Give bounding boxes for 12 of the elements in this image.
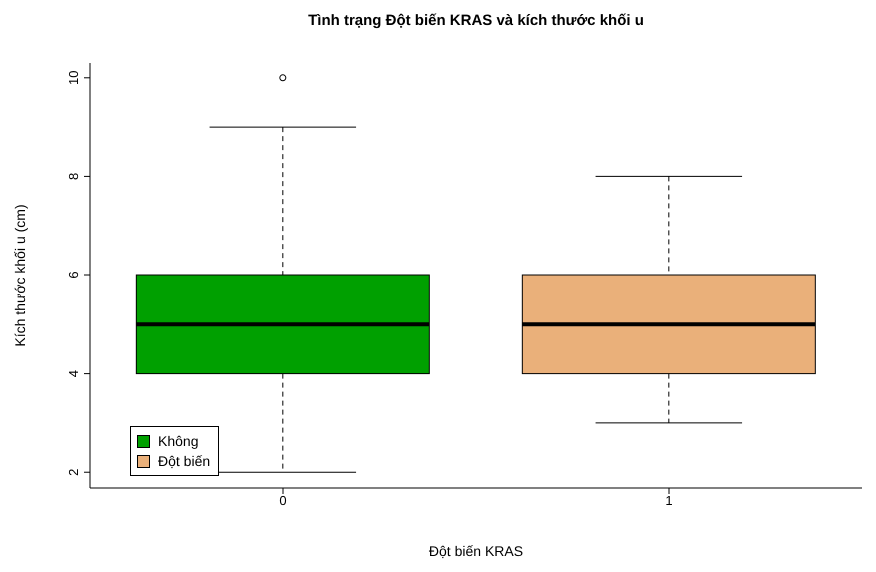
legend-label: Không [158,432,198,451]
y-tick-label: 6 [66,271,81,279]
x-tick-label: 1 [665,493,673,508]
y-tick-label: 10 [66,70,81,86]
x-axis-title: Đột biến KRAS [428,543,524,559]
legend-label: Đột biến [158,452,210,471]
y-tick-label: 4 [66,370,81,378]
y-axis-title: Kích thước khối u (cm) [12,204,28,347]
chart-title: Tình trạng Đột biến KRAS và kích thước khối u [307,12,645,29]
y-tick-label: 2 [66,468,81,476]
x-tick-label: 0 [279,493,287,508]
y-tick-label: 8 [66,172,81,180]
